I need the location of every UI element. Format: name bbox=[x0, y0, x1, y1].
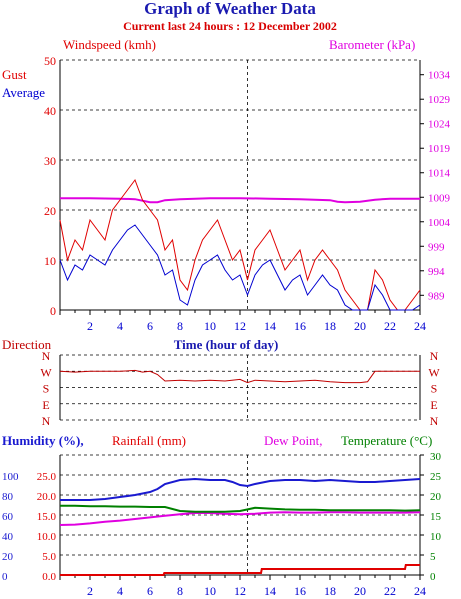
humidity-tick-label: 0 bbox=[2, 571, 8, 583]
time-tick-label: 18 bbox=[324, 319, 336, 333]
windspeed-tick-label: 20 bbox=[44, 204, 56, 218]
humidity-tick-label: 40 bbox=[2, 531, 14, 543]
wind-panel: 0102030405098999499910041009101410191024… bbox=[44, 54, 451, 333]
climate-time-tick-label: 8 bbox=[177, 584, 183, 598]
time-tick-label: 12 bbox=[234, 319, 246, 333]
time-tick-label: 14 bbox=[264, 319, 276, 333]
time-tick-label: 8 bbox=[177, 319, 183, 333]
climate-time-tick-label: 18 bbox=[324, 584, 336, 598]
direction-tick-label-right: W bbox=[428, 365, 440, 379]
rainfall-tick-label: 20.0 bbox=[37, 491, 57, 503]
rainfall-series-line bbox=[60, 564, 420, 576]
temperature-axis-title: Temperature (°C) bbox=[341, 433, 432, 448]
climate-time-tick-label: 24 bbox=[414, 584, 426, 598]
temperature-tick-label: 15 bbox=[430, 511, 442, 523]
rainfall-tick-label: 10.0 bbox=[37, 531, 57, 543]
barometer-tick-label: 1024 bbox=[428, 119, 451, 131]
time-tick-label: 2 bbox=[87, 319, 93, 333]
direction-title: Direction bbox=[2, 337, 52, 352]
humidity-tick-label: 100 bbox=[2, 471, 19, 483]
direction-series-line bbox=[59, 369, 420, 384]
direction-tick-label-left: S bbox=[43, 382, 50, 396]
barometer-tick-label: 1029 bbox=[428, 94, 451, 106]
climate-time-tick-label: 10 bbox=[204, 584, 216, 598]
barometer-tick-label: 1019 bbox=[428, 143, 451, 155]
barometer-tick-label: 999 bbox=[428, 241, 445, 253]
direction-tick-label-left: E bbox=[42, 398, 49, 412]
humidity-series-line bbox=[60, 477, 421, 501]
climate-time-tick-label: 2 bbox=[87, 584, 93, 598]
time-tick-label: 10 bbox=[204, 319, 216, 333]
dew-point-axis-title: Dew Point, bbox=[264, 433, 323, 448]
barometer-tick-label: 1004 bbox=[428, 217, 451, 229]
temperature-tick-label: 30 bbox=[430, 451, 442, 463]
windspeed-axis-title: Windspeed (kmh) bbox=[63, 37, 156, 52]
average-series-line bbox=[59, 224, 421, 311]
legend-average: Average bbox=[2, 85, 45, 100]
time-axis-title: Time (hour of day) bbox=[174, 337, 279, 352]
climate-time-tick-label: 4 bbox=[117, 584, 123, 598]
temperature-tick-label: 25 bbox=[430, 471, 442, 483]
windspeed-tick-label: 10 bbox=[44, 254, 56, 268]
climate-time-tick-label: 12 bbox=[234, 584, 246, 598]
windspeed-tick-label: 0 bbox=[50, 304, 56, 318]
barometer-axis-title: Barometer (kPa) bbox=[329, 37, 415, 52]
rainfall-tick-label: 0.0 bbox=[42, 571, 56, 583]
direction-panel: N NW WS SE EN N bbox=[40, 349, 440, 428]
temperature-series-line bbox=[60, 504, 421, 513]
temperature-tick-label: 10 bbox=[430, 531, 442, 543]
direction-tick-label-left: N bbox=[42, 414, 51, 428]
temperature-tick-label: 20 bbox=[430, 491, 442, 503]
temperature-tick-label: 0 bbox=[430, 571, 436, 583]
climate-time-tick-label: 16 bbox=[294, 584, 306, 598]
windspeed-tick-label: 40 bbox=[44, 104, 56, 118]
time-tick-label: 22 bbox=[384, 319, 396, 333]
direction-tick-label-right: E bbox=[430, 398, 437, 412]
direction-tick-label-left: W bbox=[40, 365, 52, 379]
humidity-tick-label: 60 bbox=[2, 511, 14, 523]
barometer-tick-label: 989 bbox=[428, 290, 445, 302]
barometer-series-line bbox=[60, 197, 420, 204]
rainfall-tick-label: 15.0 bbox=[37, 511, 57, 523]
direction-tick-label-left: N bbox=[42, 349, 51, 363]
climate-time-tick-label: 6 bbox=[147, 584, 153, 598]
time-tick-label: 16 bbox=[294, 319, 306, 333]
direction-tick-label-right: N bbox=[430, 414, 439, 428]
rainfall-tick-label: 5.0 bbox=[42, 551, 56, 563]
temperature-tick-label: 5 bbox=[430, 551, 436, 563]
barometer-tick-label: 1014 bbox=[428, 168, 451, 180]
barometer-tick-label: 1009 bbox=[428, 192, 451, 204]
humidity-tick-label: 80 bbox=[2, 491, 14, 503]
dew-point-series-line bbox=[59, 511, 421, 526]
time-tick-label: 6 bbox=[147, 319, 153, 333]
page-subtitle: Current last 24 hours : 12 December 2002 bbox=[123, 19, 337, 33]
direction-tick-label-right: N bbox=[430, 349, 439, 363]
climate-time-tick-label: 22 bbox=[384, 584, 396, 598]
direction-tick-label-right: S bbox=[431, 382, 438, 396]
climate-time-tick-label: 14 bbox=[264, 584, 276, 598]
climate-time-tick-label: 20 bbox=[354, 584, 366, 598]
page-title: Graph of Weather Data bbox=[144, 0, 316, 18]
barometer-tick-label: 1034 bbox=[428, 70, 451, 82]
rainfall-axis-title: Rainfall (mm) bbox=[112, 433, 186, 448]
humidity-tick-label: 20 bbox=[2, 551, 14, 563]
windspeed-tick-label: 30 bbox=[44, 154, 56, 168]
barometer-tick-label: 994 bbox=[428, 266, 445, 278]
windspeed-tick-label: 50 bbox=[44, 54, 56, 68]
humidity-axis-title: Humidity (%), bbox=[2, 433, 84, 448]
time-tick-label: 20 bbox=[354, 319, 366, 333]
legend-gust: Gust bbox=[2, 67, 27, 82]
rainfall-tick-label: 25.0 bbox=[37, 471, 57, 483]
climate-panel: 0 20 40 60 80 100 0.0 5.0 10.0 15.0 20.0 25.0 0 5 10 15… bbox=[2, 451, 442, 598]
time-tick-label: 24 bbox=[414, 319, 426, 333]
time-tick-label: 4 bbox=[117, 319, 123, 333]
